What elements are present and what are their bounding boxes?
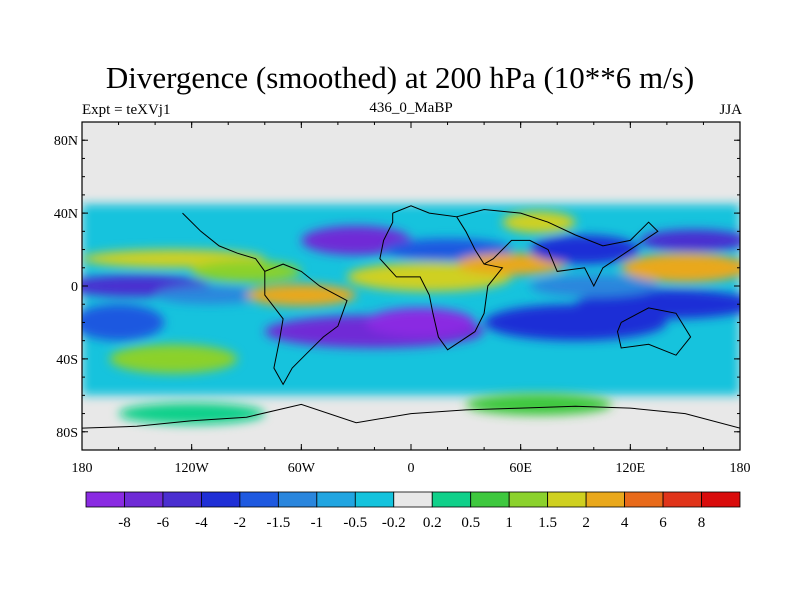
coastline-asia	[456, 208, 659, 288]
colorbar-box	[624, 491, 664, 508]
y-tick-label: 40N	[54, 207, 78, 222]
field-blob-13	[456, 253, 567, 276]
coastline-north-america	[182, 212, 266, 272]
coastline-layer	[82, 205, 740, 429]
y-tick-label: 40S	[56, 353, 78, 368]
colorbar-label: -2	[234, 515, 247, 531]
field-blob-14	[502, 211, 576, 234]
chart-title: Divergence (smoothed) at 200 hPa (10**6 …	[105, 60, 695, 95]
colorbar-label: 0.2	[423, 515, 442, 531]
colorbar-box	[393, 491, 433, 508]
x-tick-label: 0	[408, 461, 415, 476]
field-blob-1	[365, 307, 475, 338]
y-tick-label: 80N	[54, 134, 78, 149]
colorbar-label: 1.5	[538, 515, 557, 531]
colorbar-label: 2	[582, 515, 590, 531]
field-blob-11	[383, 238, 512, 261]
colorbar-box	[354, 491, 395, 508]
field-blob-17	[621, 253, 740, 283]
divergence-field	[82, 122, 740, 450]
field-blobs	[82, 211, 740, 425]
colorbar-label: -0.2	[382, 515, 406, 531]
colorbar-label: 4	[621, 515, 629, 531]
colorbar-box	[239, 491, 279, 508]
x-tick-label: 180	[730, 461, 751, 476]
season-label: JJA	[719, 102, 742, 118]
x-tick-label: 60E	[509, 461, 532, 476]
y-tick-label: 0	[71, 280, 78, 295]
field-blob-18	[639, 229, 740, 252]
field-blob-5	[82, 304, 165, 341]
colorbar-box	[508, 491, 549, 508]
colorbar-box	[277, 491, 318, 508]
plot-area	[81, 121, 741, 451]
colorbar-label: -8	[118, 515, 131, 531]
y-tick-label: 80S	[56, 426, 78, 441]
field-blob-9	[191, 260, 302, 283]
colorbar-box	[701, 491, 741, 508]
x-tick-label: 180	[72, 461, 93, 476]
x-tick-label: 60W	[288, 461, 316, 476]
colorbar-box	[547, 491, 587, 508]
field-blob-4	[109, 344, 238, 374]
colorbar-label: 0.5	[461, 515, 480, 531]
colorbar-label: 1	[505, 515, 513, 531]
field-blob-20	[465, 393, 613, 416]
experiment-label: Expt = teXVj1	[82, 102, 171, 118]
colorbar-box	[316, 491, 356, 508]
field-blob-15	[529, 234, 640, 265]
coastline-europe-africa	[379, 205, 504, 351]
x-tick-label: 120E	[616, 461, 646, 476]
colorbar-label: -4	[195, 515, 208, 531]
colorbar-label: -6	[157, 515, 170, 531]
colorbar-box	[201, 491, 241, 508]
colorbar-box	[662, 491, 702, 508]
colorbar-box	[85, 491, 125, 508]
colorbar-box	[585, 491, 625, 508]
colorbar-label: -1	[311, 515, 324, 531]
x-tick-label: 120W	[175, 461, 210, 476]
colorbar-box	[162, 491, 202, 508]
field-blob-3	[575, 289, 740, 319]
colorbar-box	[470, 491, 510, 508]
colorbar-box	[124, 491, 164, 508]
field-blob-7	[155, 286, 265, 305]
field-blob-21	[118, 402, 265, 425]
colorbar-box	[431, 491, 472, 508]
field-blob-19	[246, 284, 357, 307]
coastline-south-america	[264, 263, 348, 386]
coastline-australia	[616, 307, 692, 356]
colorbar: -8 -6 -4 -2 -1.5 -1 -0.5 -0.2 0.2 0.5 1 1.5 2 4 6 8	[85, 491, 741, 531]
case-label: 436_0_MaBP	[369, 100, 453, 116]
colorbar-label: -1.5	[266, 515, 290, 531]
coastline-antarctica	[82, 403, 740, 429]
colorbar-label: 8	[698, 515, 706, 531]
colorbar-label: 6	[659, 515, 667, 531]
axes: 180 120W 60W 0 60E 120E 180 80N 40N 0 40S 80S	[54, 121, 751, 476]
colorbar-label: -0.5	[343, 515, 367, 531]
field-blob-10	[301, 225, 411, 256]
